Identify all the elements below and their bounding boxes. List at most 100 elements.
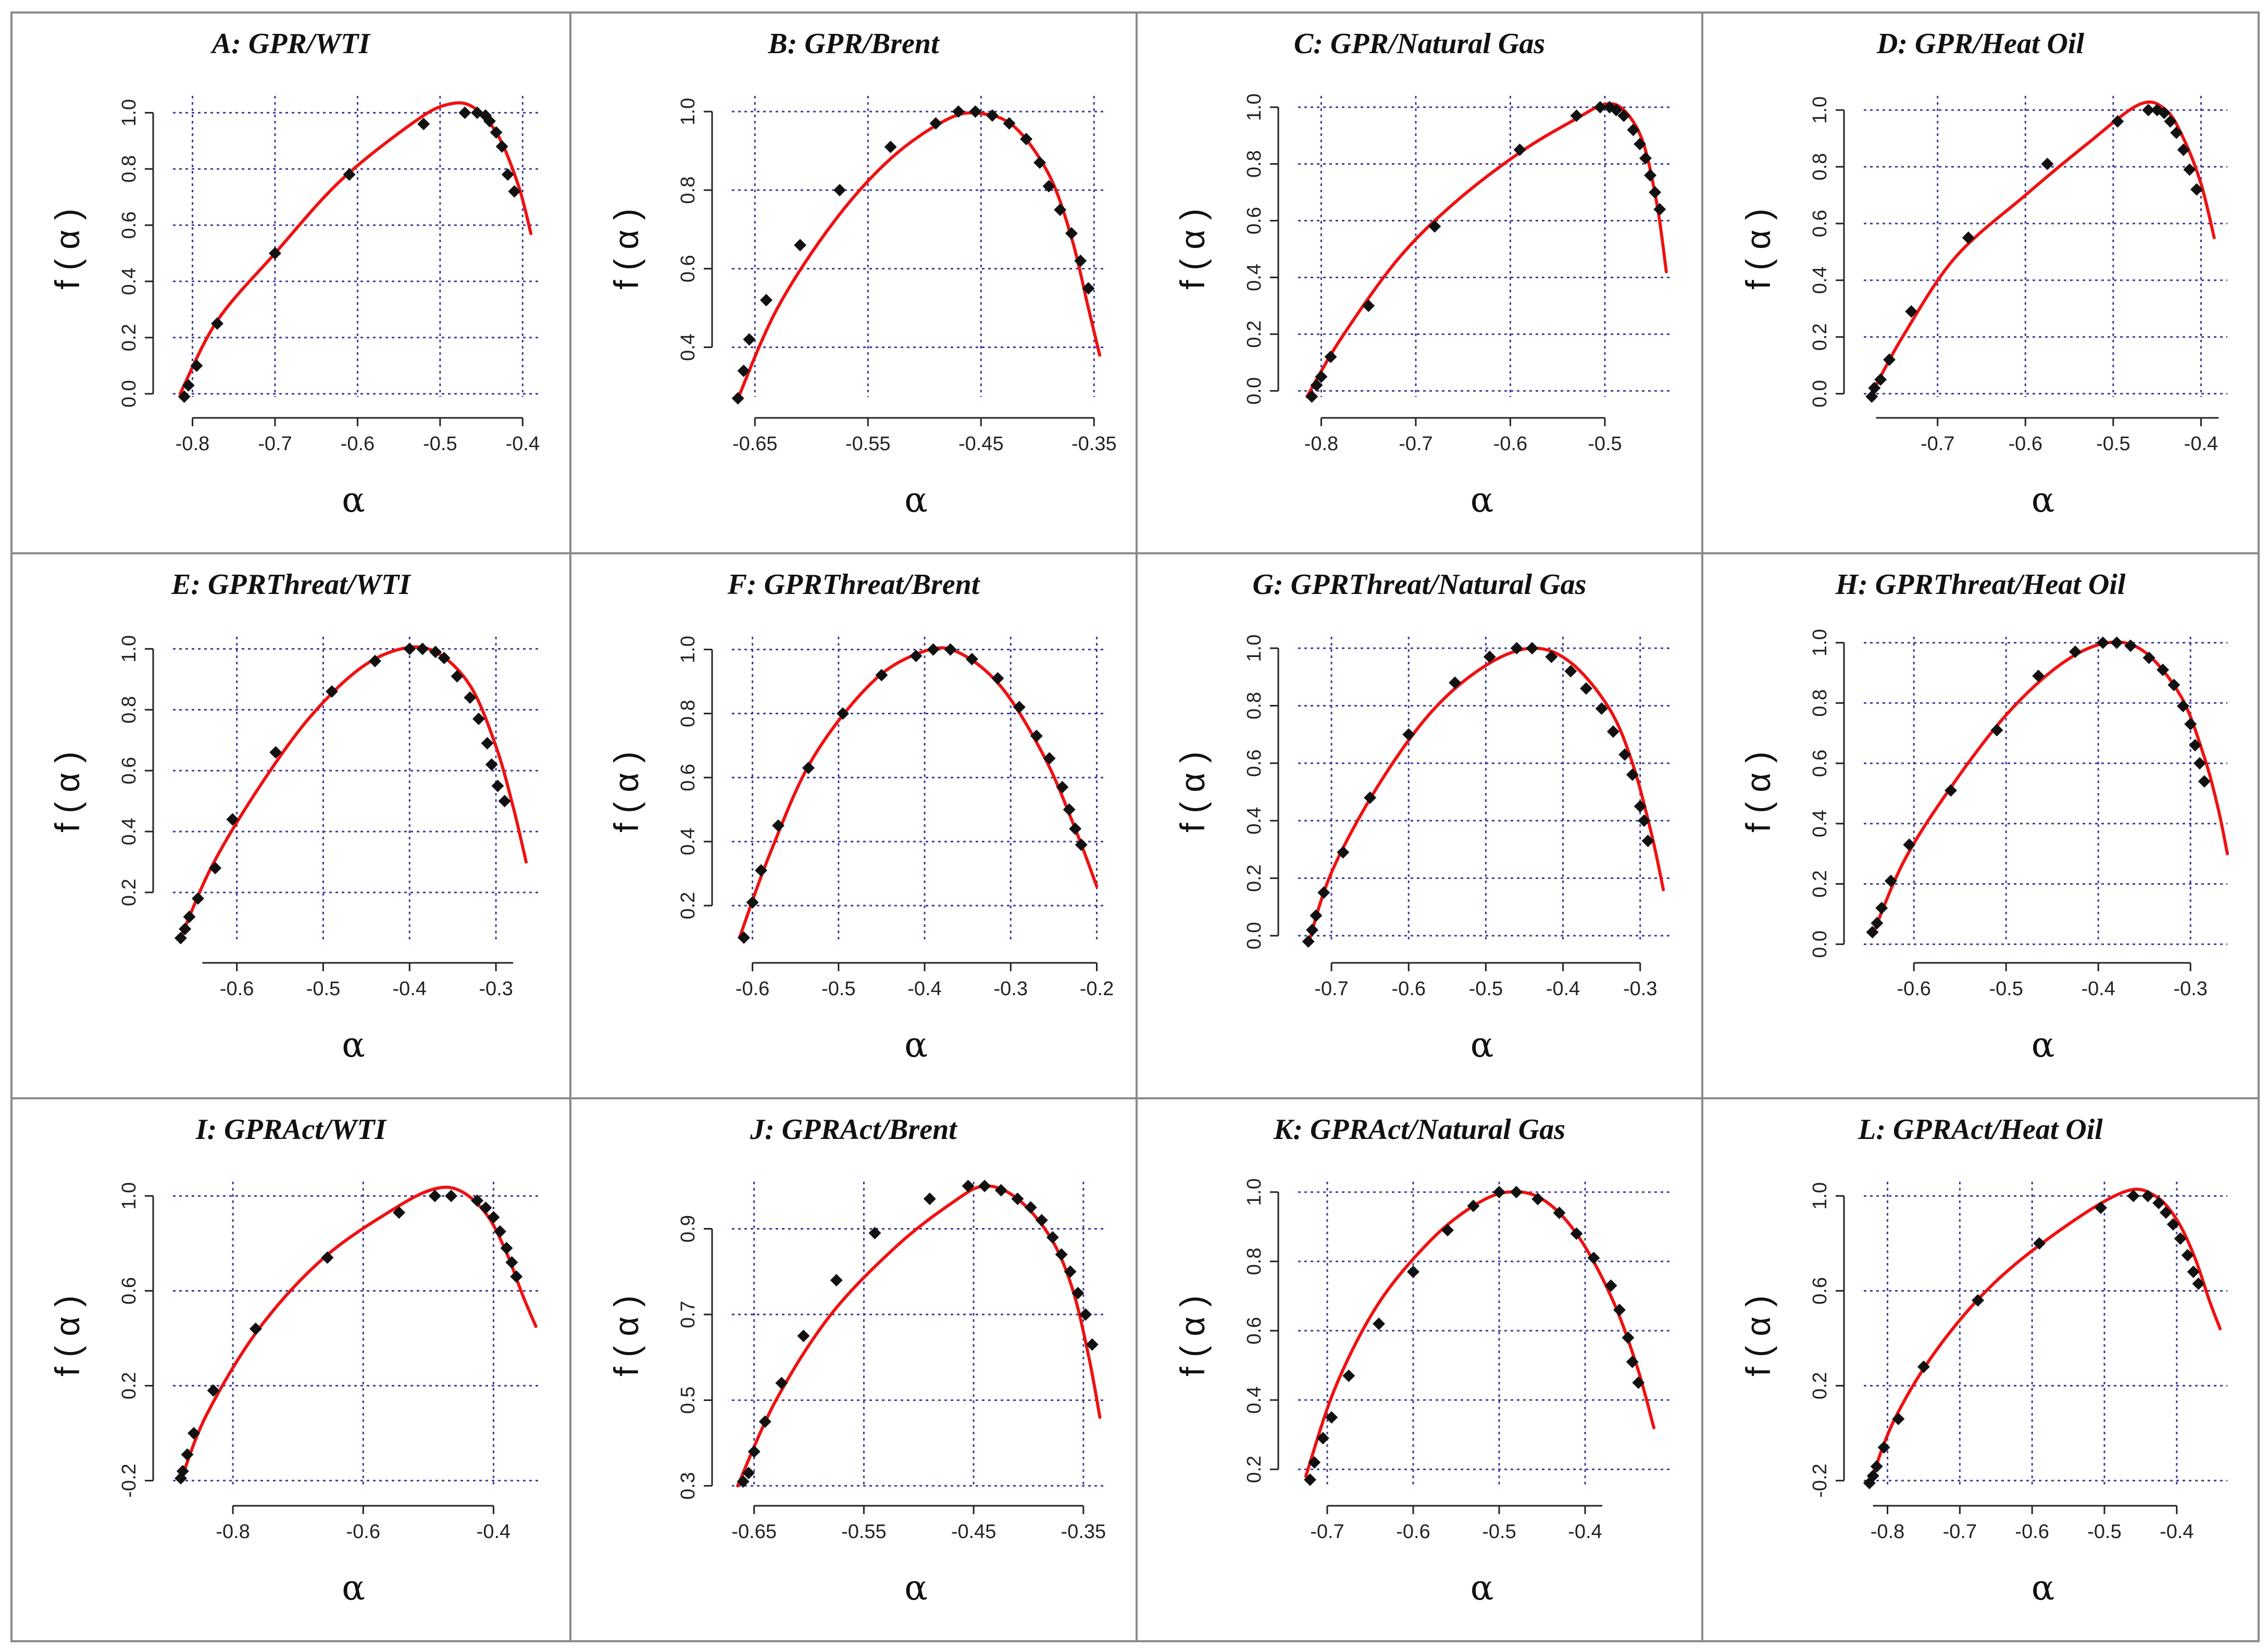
panel-g-data-point: [1564, 665, 1577, 678]
panel-g-x-label: α: [1471, 1025, 1494, 1065]
panel-a-data-point: [490, 126, 503, 139]
panel-e: E: GPRThreat/WTI 0.2 0.4 0.6 0.8 1.0 -0.6 -0.5 -…: [10, 552, 571, 1099]
panel-c: C: GPR/Natural Gas 0.0 0.2 0.4 0.6 0.8 1.0 -0.8…: [1136, 11, 1703, 554]
panel-d-y-tick-label: 0.4: [1809, 266, 1831, 294]
panel-k-data-point: [1342, 1369, 1355, 1382]
panel-a-data-point: [495, 140, 508, 153]
panel-h-data-point: [2193, 757, 2206, 770]
panel-g-data-point: [1580, 682, 1593, 695]
panel-c-data-point: [1649, 186, 1662, 199]
panel-e-x-tick-label: -0.6: [220, 978, 254, 1000]
panel-a-title: A: GPR/WTI: [210, 28, 371, 60]
panel-l-y-tick-label: 0.6: [1809, 1277, 1831, 1305]
panel-f-x-tick-label: -0.3: [994, 978, 1028, 1000]
panel-c-fit-curve: [1305, 102, 1668, 399]
panel-a-data-point: [343, 168, 356, 181]
panel-c-data-point: [1428, 220, 1441, 233]
panel-g-data-point: [1302, 935, 1315, 948]
panel-a-data-point: [211, 317, 224, 330]
panel-b: B: GPR/Brent 0.4 0.6 0.8 1.0 -0.65 -0.55 -0.45 -…: [569, 11, 1138, 554]
panel-j-data-point: [747, 1445, 761, 1458]
panel-a-y-tick-label: 0.0: [118, 380, 140, 407]
panel-l-title: L: GPRAct/Heat Oil: [1858, 1113, 2103, 1146]
panel-k-data-point: [1626, 1355, 1639, 1368]
panel-h-data-point: [2198, 775, 2211, 788]
panel-j-data-point: [923, 1192, 936, 1205]
panel-e-y-tick-label: 0.6: [118, 757, 140, 785]
panel-e-title: E: GPRThreat/WTI: [171, 568, 412, 601]
panel-d-data-point: [2183, 163, 2196, 176]
panel-g-y-tick-label: 0.4: [1243, 807, 1265, 835]
panel-h-y-label: f ( α ): [1739, 751, 1777, 832]
panel-d-x-tick-label: -0.6: [2009, 433, 2042, 455]
panel-a-x-tick-label: -0.6: [341, 433, 375, 455]
panel-j-x-tick-label: -0.55: [841, 1521, 887, 1543]
panel-b-x-tick-label: -0.65: [732, 433, 778, 455]
panel-k-title: K: GPRAct/Natural Gas: [1273, 1113, 1565, 1146]
panel-d-x-label: α: [2032, 480, 2055, 520]
panel-a-data-point: [508, 185, 521, 198]
panel-f-y-tick-label: 0.4: [677, 828, 699, 856]
panel-f-data-point: [1056, 780, 1069, 794]
panel-g-data-point: [1606, 725, 1619, 738]
panel-j-data-point: [1055, 1248, 1068, 1261]
panel-l-data-point: [1972, 1294, 1985, 1307]
panel-i-data-point: [393, 1206, 406, 1219]
panel-k-x-tick-label: -0.4: [1568, 1521, 1602, 1543]
panel-k: K: GPRAct/Natural Gas 0.2 0.4 0.6 0.8 1.0 -0.7…: [1136, 1097, 1703, 1642]
panel-b-y-label: f ( α ): [607, 208, 645, 289]
panel-a-y-tick-label: 0.4: [118, 268, 140, 295]
panel-e-data-point: [416, 642, 429, 655]
panel-h-data-point: [2167, 678, 2180, 691]
panel-d-y-tick-label: 0.8: [1809, 153, 1831, 181]
panel-l-data-point: [2127, 1189, 2140, 1203]
panel-d-data-point: [2170, 126, 2183, 139]
panel-i: I: GPRAct/WTI -0.2 0.2 0.6 1.0 -0.8 -0.6 -0.4 α f…: [10, 1097, 571, 1642]
panel-c-data-point: [1315, 370, 1328, 383]
panel-g-data-point: [1310, 909, 1323, 922]
panel-d-data-point: [1883, 353, 1896, 366]
panel-f-title: F: GPRThreat/Brent: [727, 568, 980, 601]
panel-a-data-point: [501, 168, 514, 181]
panel-k-data-point: [1604, 1279, 1617, 1292]
panel-h-data-point: [2032, 670, 2045, 683]
panel-i-data-point: [505, 1256, 518, 1269]
panel-b-data-point: [1065, 227, 1078, 240]
panel-b-data-point: [884, 141, 897, 153]
panel-f-data-point: [944, 643, 957, 656]
panel-g-x-tick-label: -0.4: [1546, 978, 1580, 1000]
panel-g-data-point: [1526, 642, 1539, 655]
panel-b-y-tick-label: 1.0: [677, 98, 699, 126]
panel-f-data-point: [738, 931, 751, 944]
panel-k-data-point: [1531, 1193, 1544, 1206]
panel-d-y-tick-label: 0.2: [1809, 323, 1831, 351]
panel-l-y-tick-label: 1.0: [1809, 1182, 1831, 1210]
panel-j-data-point: [1079, 1308, 1092, 1321]
panel-j-data-point: [737, 1475, 750, 1488]
panel-k-data-point: [1441, 1224, 1454, 1237]
panel-b-data-point: [969, 105, 982, 118]
panel-e-data-point: [326, 685, 339, 698]
panel-e-data-point: [179, 922, 192, 935]
panel-h-data-point: [2068, 645, 2082, 658]
panel-g-data-point: [1317, 886, 1330, 899]
panel-l-data-point: [2174, 1232, 2187, 1245]
panel-c-y-tick-label: 0.8: [1243, 150, 1265, 178]
panel-d-y-tick-label: 1.0: [1809, 96, 1831, 124]
panel-h-data-point: [1875, 901, 1888, 914]
panel-j-data-point: [1064, 1265, 1077, 1278]
panel-f-data-point: [1030, 729, 1043, 742]
panel-c-y-tick-label: 0.0: [1243, 377, 1265, 405]
panel-b-y-tick-label: 0.6: [677, 255, 699, 282]
panel-f-x-tick-label: -0.4: [907, 978, 941, 1000]
panel-a-data-point: [178, 390, 191, 403]
panel-f-y-tick-label: 0.2: [677, 892, 699, 920]
panel-b-x-tick-label: -0.35: [1071, 433, 1117, 455]
panel-a-x-label: α: [342, 480, 365, 520]
panel-f-data-point: [909, 649, 923, 662]
panel-j-data-point: [797, 1330, 810, 1342]
panel-f-data-point: [1013, 701, 1026, 714]
panel-e-data-point: [498, 795, 511, 808]
panel-c-x-tick-label: -0.5: [1588, 433, 1622, 455]
panel-i-y-label: f ( α ): [48, 1295, 86, 1376]
